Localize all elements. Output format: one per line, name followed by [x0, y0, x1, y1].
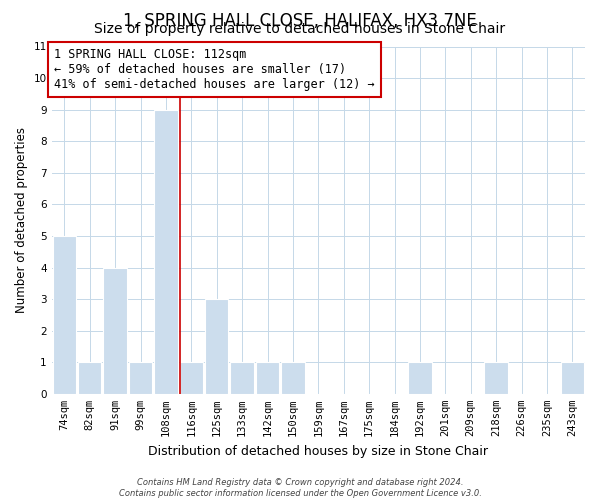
Bar [103, 268, 127, 394]
Bar [484, 362, 508, 394]
Bar [179, 362, 203, 394]
Text: 1, SPRING HALL CLOSE, HALIFAX, HX3 7NE: 1, SPRING HALL CLOSE, HALIFAX, HX3 7NE [123, 12, 477, 30]
Bar [281, 362, 305, 394]
Bar [78, 362, 101, 394]
Y-axis label: Number of detached properties: Number of detached properties [15, 127, 28, 313]
Bar [205, 299, 229, 394]
Bar [408, 362, 431, 394]
Bar [129, 362, 152, 394]
Bar [230, 362, 254, 394]
X-axis label: Distribution of detached houses by size in Stone Chair: Distribution of detached houses by size … [148, 444, 488, 458]
Bar [53, 236, 76, 394]
Bar [560, 362, 584, 394]
Bar [154, 110, 178, 394]
Bar [256, 362, 279, 394]
Text: Contains HM Land Registry data © Crown copyright and database right 2024.
Contai: Contains HM Land Registry data © Crown c… [119, 478, 481, 498]
Text: 1 SPRING HALL CLOSE: 112sqm
← 59% of detached houses are smaller (17)
41% of sem: 1 SPRING HALL CLOSE: 112sqm ← 59% of det… [55, 48, 375, 91]
Text: Size of property relative to detached houses in Stone Chair: Size of property relative to detached ho… [94, 22, 506, 36]
